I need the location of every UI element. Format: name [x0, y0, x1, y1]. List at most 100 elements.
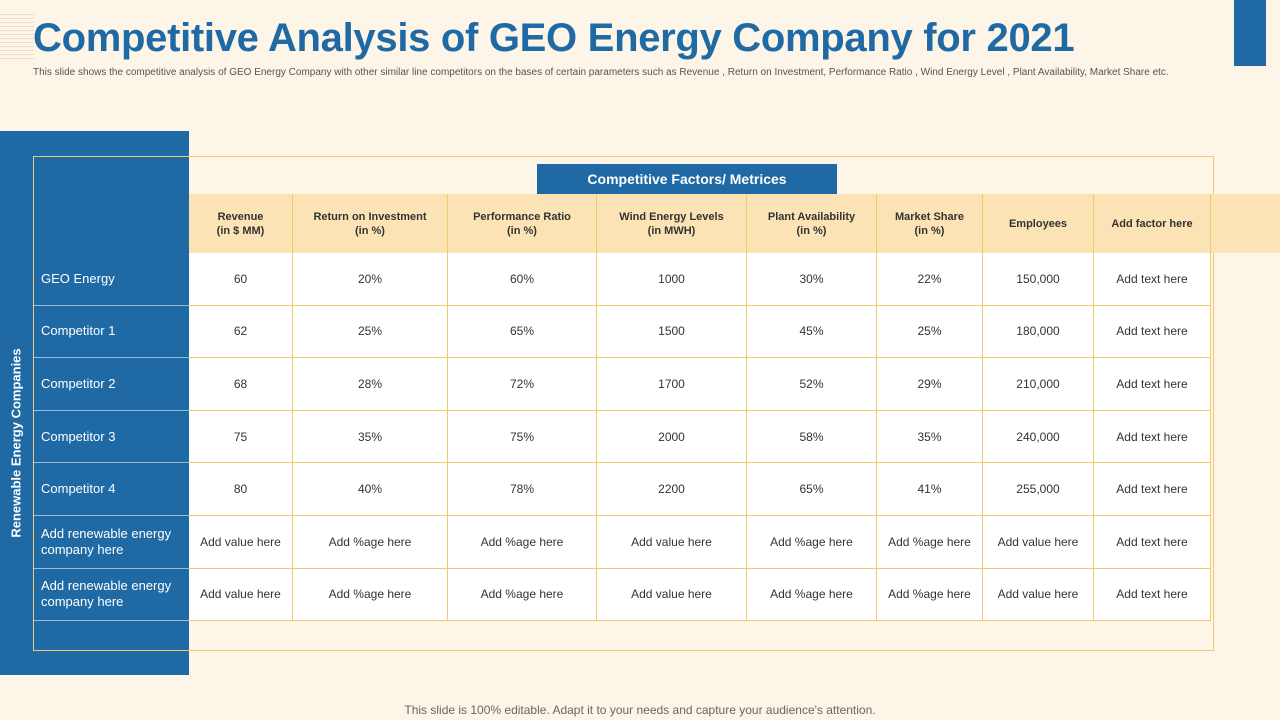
table-cell: 72%: [448, 358, 597, 410]
table-cell: Add %age here: [747, 568, 877, 621]
slide-subtitle: This slide shows the competitive analysi…: [33, 67, 1169, 78]
table-cell: 41%: [877, 463, 983, 515]
company-column: GEO Energy Competitor 1 Competitor 2 Compet…: [33, 253, 189, 622]
column-header-unit: (in MWH): [647, 224, 696, 237]
table-cell: 65%: [747, 463, 877, 515]
table-cell: 40%: [293, 463, 448, 515]
column-header-label: Revenue: [217, 210, 264, 223]
column-header: Market Share (in %): [877, 194, 983, 253]
company-name: Competitor 1: [33, 306, 189, 359]
table-cell: Add %age here: [448, 515, 597, 568]
table-cell: Add text here: [1094, 515, 1211, 568]
table-cell: 2000: [597, 410, 747, 463]
table-cell: Add text here: [1094, 568, 1211, 621]
column-header-label: Employees: [1008, 217, 1068, 230]
column-header-label: Plant Availability: [767, 210, 856, 223]
table-cell: Add %age here: [877, 515, 983, 568]
table-row: 62 25% 65% 1500 45% 25% 180,000 Add text here: [189, 305, 1211, 359]
table-row: 80 40% 78% 2200 65% 41% 255,000 Add text here: [189, 463, 1211, 516]
table-cell: 75%: [448, 410, 597, 463]
column-header-label: Wind Energy Levels: [619, 210, 724, 223]
table-cell: 75: [189, 410, 293, 463]
table-cell: 29%: [877, 358, 983, 410]
table-cell: 150,000: [983, 253, 1094, 305]
column-header: Return on Investment (in %): [293, 194, 448, 253]
column-header: Wind Energy Levels (in MWH): [597, 194, 747, 253]
footer-note: This slide is 100% editable. Adapt it to…: [404, 703, 876, 717]
column-header-unit: (in %): [796, 224, 827, 237]
column-header-unit: (in %): [507, 224, 537, 237]
table-cell: 20%: [293, 253, 448, 305]
table-cell: 180,000: [983, 305, 1094, 358]
company-name: Add renewable energy company here: [33, 569, 189, 622]
table-row: Add value here Add %age here Add %age here…: [189, 515, 1211, 569]
company-name: Competitor 4: [33, 463, 189, 516]
column-header: Employees: [983, 194, 1094, 253]
company-name: Add renewable energy company here: [33, 516, 189, 569]
table-header-row: Revenue (in $ MM) Return on Investment (in …: [189, 194, 1211, 253]
table-cell: 35%: [293, 410, 448, 463]
table-cell: Add %age here: [293, 568, 448, 621]
table-cell: Add value here: [597, 515, 747, 568]
table-cell: 2200: [597, 463, 747, 515]
factors-banner: Competitive Factors/ Metrices: [537, 164, 837, 194]
table-cell: 1700: [597, 358, 747, 410]
column-header-label: Performance Ratio: [473, 210, 571, 223]
table-cell: 45%: [747, 305, 877, 358]
table-cell: Add text here: [1094, 410, 1211, 463]
table-row: 60 20% 60% 1000 30% 22% 150,000 Add text here: [189, 253, 1211, 306]
table-cell: 58%: [747, 410, 877, 463]
table-row: 75 35% 75% 2000 58% 35% 240,000 Add text here: [189, 410, 1211, 464]
corner-accent-block: [1234, 0, 1266, 66]
column-header: Revenue (in $ MM): [189, 194, 293, 253]
table-cell: Add text here: [1094, 253, 1211, 305]
table-cell: 1000: [597, 253, 747, 305]
table-cell: Add text here: [1094, 305, 1211, 358]
table-cell: 210,000: [983, 358, 1094, 410]
table-cell: Add value here: [189, 568, 293, 621]
table-frame: [33, 156, 1214, 651]
table-cell: 68: [189, 358, 293, 410]
table-row: Add value here Add %age here Add %age here…: [189, 568, 1211, 622]
table-cell: 255,000: [983, 463, 1094, 515]
column-header-unit: (in %): [914, 224, 945, 237]
table-cell: Add %age here: [877, 568, 983, 621]
side-label: Renewable Energy Companies: [8, 348, 24, 538]
left-blue-panel: [0, 131, 189, 675]
column-header: Add factor here: [1094, 194, 1211, 253]
slide-title: Competitive Analysis of GEO Energy Compa…: [33, 16, 1075, 60]
decorative-lines: [0, 14, 34, 60]
table-cell: 28%: [293, 358, 448, 410]
table-cell: 60: [189, 253, 293, 305]
table-cell: Add value here: [983, 515, 1094, 568]
table-cell: 62: [189, 305, 293, 358]
table-cell: 78%: [448, 463, 597, 515]
table-cell: 65%: [448, 305, 597, 358]
table-cell: 1500: [597, 305, 747, 358]
table-cell: 52%: [747, 358, 877, 410]
table-cell: 25%: [877, 305, 983, 358]
table-cell: 60%: [448, 253, 597, 305]
table-cell: 25%: [293, 305, 448, 358]
column-header: Plant Availability (in %): [747, 194, 877, 253]
company-name: Competitor 2: [33, 358, 189, 411]
table-cell: Add %age here: [293, 515, 448, 568]
table-cell: Add text here: [1094, 358, 1211, 410]
column-header-unit: (in %): [355, 224, 385, 237]
table-row: 68 28% 72% 1700 52% 29% 210,000 Add text here: [189, 358, 1211, 411]
company-name: Competitor 3: [33, 411, 189, 464]
header-strip: [189, 194, 1280, 253]
table-cell: Add %age here: [448, 568, 597, 621]
table-cell: Add text here: [1094, 463, 1211, 515]
column-header: Performance Ratio (in %): [448, 194, 597, 253]
table-cell: 35%: [877, 410, 983, 463]
table-cell: Add value here: [597, 568, 747, 621]
column-header-label: Market Share: [894, 210, 965, 223]
column-header-unit: (in $ MM): [216, 224, 265, 237]
table-cell: 30%: [747, 253, 877, 305]
table-cell: 22%: [877, 253, 983, 305]
data-grid: 60 20% 60% 1000 30% 22% 150,000 Add text here 62…: [189, 253, 1211, 622]
table-cell: Add value here: [189, 515, 293, 568]
column-header-label: Return on Investment: [313, 210, 427, 223]
table-cell: 80: [189, 463, 293, 515]
